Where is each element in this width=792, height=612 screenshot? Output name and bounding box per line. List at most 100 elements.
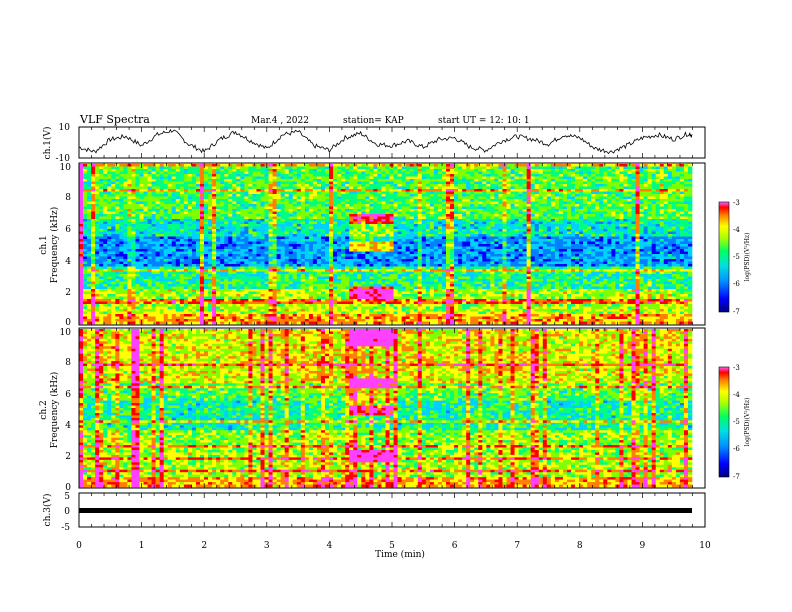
spectrogram-cell [575, 209, 579, 212]
spectrogram-cell [684, 237, 688, 240]
spectrogram-cell [369, 239, 373, 242]
spectrogram-cell [103, 244, 107, 247]
spectrogram-cell [79, 239, 83, 242]
spectrogram-cell [450, 189, 454, 192]
spectrogram-cell [256, 179, 260, 182]
spectrogram-cell [365, 197, 369, 200]
spectrogram-cell [373, 242, 377, 245]
spectrogram-cell [244, 189, 248, 192]
spectrogram-cell [502, 227, 506, 230]
spectrogram-cell [490, 187, 494, 190]
spectrogram-cell [87, 244, 91, 247]
spectrogram-cell [418, 212, 422, 215]
spectrogram-cell [95, 219, 99, 222]
spectrogram-cell [551, 217, 555, 220]
spectrogram-cell [583, 197, 587, 200]
spectrogram-cell [466, 172, 470, 175]
spectrogram-cell [603, 189, 607, 192]
spectrogram-cell [115, 227, 119, 230]
spectrogram-cell [208, 207, 212, 210]
spectrogram-cell [644, 219, 648, 222]
spectrogram-cell [567, 224, 571, 227]
spectrogram-cell [478, 204, 482, 207]
spectrogram-cell [603, 187, 607, 190]
spectrogram-cell [224, 214, 228, 217]
spectrogram-cell [281, 212, 285, 215]
spectrogram-cell [583, 209, 587, 212]
spectrogram-cell [220, 177, 224, 180]
spectrogram-cell [672, 164, 676, 167]
spectrogram-cell [543, 212, 547, 215]
spectrogram-cell [656, 204, 660, 207]
spectrogram-cell [127, 172, 131, 175]
spectrogram-cell [273, 179, 277, 182]
spectrogram-cell [652, 184, 656, 187]
spectrogram-cell [430, 222, 434, 225]
spectrogram-cell [373, 167, 377, 170]
spectrogram-cell [309, 177, 313, 180]
spectrogram-cell [438, 177, 442, 180]
spectrogram-cell [438, 217, 442, 220]
spectrogram-cell [232, 214, 236, 217]
spectrogram-cell [539, 229, 543, 232]
spectrogram-cell [164, 212, 168, 215]
spectrogram-cell [313, 232, 317, 235]
spectrogram-cell [422, 204, 426, 207]
spectrogram-cell [450, 204, 454, 207]
spectrogram-cell [369, 182, 373, 185]
spectrogram-cell [240, 184, 244, 187]
spectrogram-cell [519, 229, 523, 232]
spectrogram-cell [192, 179, 196, 182]
spectrogram-cell [591, 167, 595, 170]
spectrogram-cell [611, 187, 615, 190]
spectrogram-cell [627, 227, 631, 230]
spectrogram-cell [450, 182, 454, 185]
spectrogram-cell [636, 219, 640, 222]
spectrogram-cell [559, 224, 563, 227]
spectrogram-cell [490, 209, 494, 212]
spectrogram-cell [434, 199, 438, 202]
spectrogram-cell [466, 187, 470, 190]
spectrogram-cell [349, 202, 353, 205]
spectrogram-cell [164, 194, 168, 197]
spectrogram-cell [172, 234, 176, 237]
spectrogram-cell [442, 169, 446, 172]
spectrogram-cell [519, 197, 523, 200]
spectrogram-cell [87, 202, 91, 205]
spectrogram-cell [345, 194, 349, 197]
spectrogram-cell [107, 177, 111, 180]
spectrogram-cell [587, 209, 591, 212]
spectrogram-cell [575, 214, 579, 217]
spectrogram-cell [539, 212, 543, 215]
spectrogram-cell [523, 192, 527, 195]
spectrogram-cell [337, 219, 341, 222]
spectrogram-cell [458, 239, 462, 242]
spectrogram-cell [660, 184, 664, 187]
spectrogram-cell [119, 197, 123, 200]
spectrogram-cell [176, 197, 180, 200]
spectrogram-cell [611, 182, 615, 185]
spectrogram-cell [648, 239, 652, 242]
spectrogram-cell [365, 202, 369, 205]
spectrogram-cell [248, 239, 252, 242]
spectrogram-cell [498, 179, 502, 182]
spectrogram-cell [579, 169, 583, 172]
spectrogram-cell [83, 207, 87, 210]
spectrogram-cell [204, 204, 208, 207]
spectrogram-cell [228, 202, 232, 205]
spectrogram-cell [236, 224, 240, 227]
spectrogram-cell [148, 209, 152, 212]
spectrogram-cell [289, 222, 293, 225]
spectrogram-cell [410, 219, 414, 222]
spectrogram-cell [160, 172, 164, 175]
spectrogram-cell [656, 174, 660, 177]
spectrogram-cell [260, 234, 264, 237]
spectrogram-cell [567, 232, 571, 235]
spectrogram-cell [672, 239, 676, 242]
spectrogram-cell [269, 212, 273, 215]
spectrogram-cell [95, 229, 99, 232]
spectrogram-cell [652, 239, 656, 242]
spectrogram-cell [285, 224, 289, 227]
spectrogram-cell [632, 192, 636, 195]
spectrogram-cell [680, 172, 684, 175]
